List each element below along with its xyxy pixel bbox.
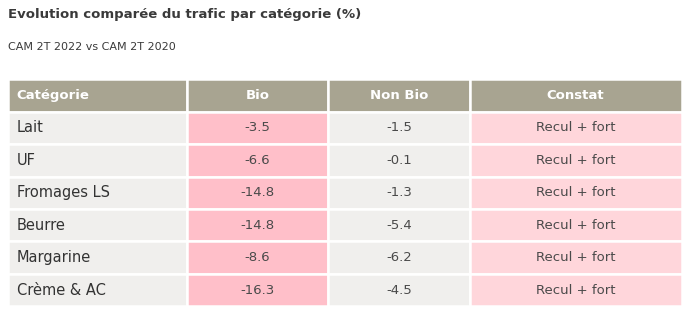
Bar bbox=[8, 144, 187, 177]
Text: Recul + fort: Recul + fort bbox=[536, 219, 615, 232]
Text: Fromages LS: Fromages LS bbox=[17, 185, 110, 200]
Text: -14.8: -14.8 bbox=[240, 219, 275, 232]
Bar bbox=[328, 144, 470, 177]
Bar bbox=[470, 79, 682, 112]
Text: -16.3: -16.3 bbox=[240, 284, 275, 297]
Text: Recul + fort: Recul + fort bbox=[536, 284, 615, 297]
Text: Crème & AC: Crème & AC bbox=[17, 283, 106, 298]
Text: Lait: Lait bbox=[17, 120, 43, 136]
Bar bbox=[470, 209, 682, 241]
Bar bbox=[328, 241, 470, 274]
Bar bbox=[187, 209, 328, 241]
Bar bbox=[187, 112, 328, 144]
Bar bbox=[187, 79, 328, 112]
Text: Non Bio: Non Bio bbox=[370, 89, 428, 102]
Text: Recul + fort: Recul + fort bbox=[536, 122, 615, 134]
Bar bbox=[187, 144, 328, 177]
Text: -3.5: -3.5 bbox=[244, 122, 270, 134]
Text: UF: UF bbox=[17, 153, 35, 168]
Text: -8.6: -8.6 bbox=[245, 251, 270, 264]
Bar bbox=[187, 274, 328, 306]
Bar bbox=[8, 241, 187, 274]
Bar bbox=[470, 274, 682, 306]
Bar bbox=[8, 177, 187, 209]
Bar bbox=[328, 112, 470, 144]
Text: Margarine: Margarine bbox=[17, 250, 91, 265]
Bar bbox=[328, 79, 470, 112]
Bar bbox=[8, 274, 187, 306]
Bar bbox=[328, 274, 470, 306]
Bar bbox=[470, 241, 682, 274]
Bar bbox=[328, 209, 470, 241]
Bar bbox=[328, 177, 470, 209]
Text: Evolution comparée du trafic par catégorie (%): Evolution comparée du trafic par catégor… bbox=[8, 8, 362, 21]
Bar bbox=[187, 177, 328, 209]
Bar bbox=[8, 209, 187, 241]
Text: -6.2: -6.2 bbox=[386, 251, 412, 264]
Text: Recul + fort: Recul + fort bbox=[536, 186, 615, 199]
Bar bbox=[187, 241, 328, 274]
Text: -4.5: -4.5 bbox=[386, 284, 412, 297]
Bar bbox=[470, 144, 682, 177]
Text: -1.5: -1.5 bbox=[386, 122, 412, 134]
Text: -5.4: -5.4 bbox=[386, 219, 412, 232]
Text: Bio: Bio bbox=[246, 89, 270, 102]
Text: Catégorie: Catégorie bbox=[17, 89, 90, 102]
Text: Beurre: Beurre bbox=[17, 218, 66, 233]
Text: -1.3: -1.3 bbox=[386, 186, 412, 199]
Text: Recul + fort: Recul + fort bbox=[536, 154, 615, 167]
Text: CAM 2T 2022 vs CAM 2T 2020: CAM 2T 2022 vs CAM 2T 2020 bbox=[8, 42, 176, 52]
Bar bbox=[8, 112, 187, 144]
Text: -14.8: -14.8 bbox=[240, 186, 275, 199]
Text: -6.6: -6.6 bbox=[245, 154, 270, 167]
Bar bbox=[8, 79, 187, 112]
Text: -0.1: -0.1 bbox=[386, 154, 412, 167]
Bar bbox=[470, 177, 682, 209]
Bar bbox=[470, 112, 682, 144]
Text: Recul + fort: Recul + fort bbox=[536, 251, 615, 264]
Text: Constat: Constat bbox=[547, 89, 604, 102]
